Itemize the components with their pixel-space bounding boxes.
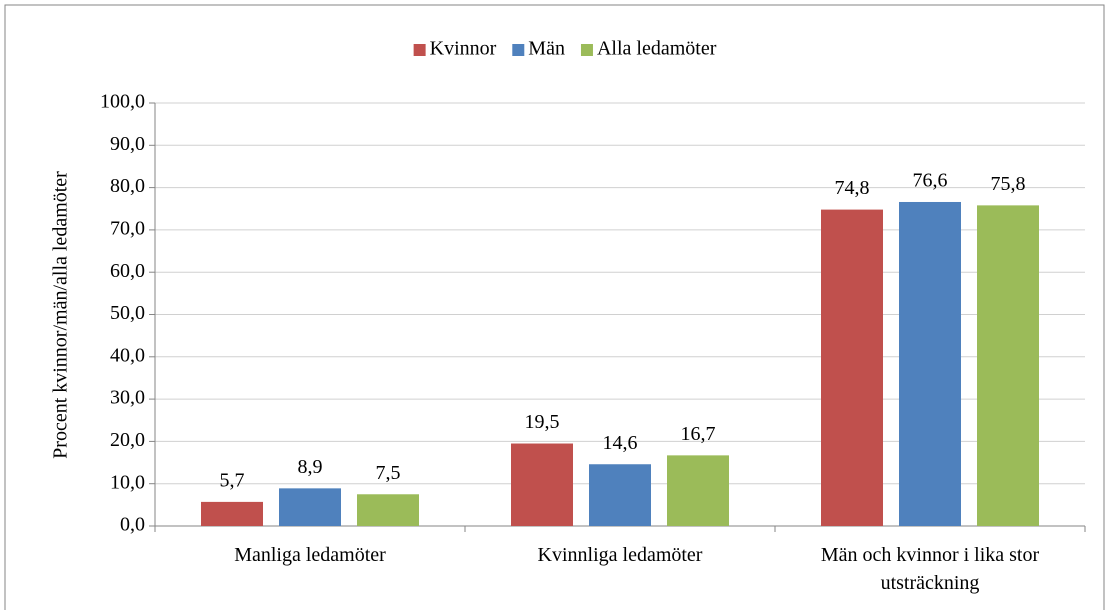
data-label: 7,5 bbox=[376, 462, 401, 484]
bar bbox=[511, 443, 573, 526]
bar bbox=[201, 501, 263, 526]
y-tick-label: 100,0 bbox=[100, 91, 145, 113]
data-label: 14,6 bbox=[603, 432, 638, 454]
x-tick-label: Kvinnliga ledamöter bbox=[538, 544, 703, 566]
y-tick-label: 90,0 bbox=[110, 133, 145, 155]
bar bbox=[279, 488, 341, 526]
y-tick-label: 30,0 bbox=[110, 387, 145, 409]
y-tick-label: 20,0 bbox=[110, 429, 145, 451]
legend-label: Alla ledamöter bbox=[597, 38, 717, 60]
data-label: 74,8 bbox=[835, 177, 870, 199]
legend-swatch bbox=[512, 44, 525, 56]
bar bbox=[977, 205, 1039, 526]
legend-swatch bbox=[413, 44, 426, 56]
y-tick-label: 40,0 bbox=[110, 344, 145, 366]
bar bbox=[899, 201, 961, 526]
legend-swatch bbox=[580, 44, 593, 56]
y-axis-title: Procent kvinnor/män/alla ledamöter bbox=[50, 171, 72, 459]
data-label: 75,8 bbox=[991, 173, 1026, 195]
bar bbox=[589, 464, 651, 526]
x-tick-label: Män och kvinnor i lika stor utsträckning bbox=[821, 544, 1040, 594]
bar bbox=[357, 494, 419, 526]
x-tick-label: Manliga ledamöter bbox=[234, 544, 386, 566]
y-tick-label: 80,0 bbox=[110, 175, 145, 197]
data-label: 8,9 bbox=[298, 456, 323, 478]
legend-label: Kvinnor bbox=[430, 38, 497, 60]
data-label: 76,6 bbox=[913, 170, 948, 192]
data-label: 16,7 bbox=[681, 423, 716, 445]
y-tick-label: 60,0 bbox=[110, 260, 145, 282]
data-label: 19,5 bbox=[525, 411, 560, 433]
bar bbox=[821, 209, 883, 526]
y-tick-label: 50,0 bbox=[110, 302, 145, 324]
data-label: 5,7 bbox=[220, 469, 245, 491]
y-tick-label: 0,0 bbox=[120, 514, 145, 536]
bar bbox=[667, 455, 729, 526]
y-tick-label: 10,0 bbox=[110, 471, 145, 493]
legend-label: Män bbox=[528, 38, 565, 60]
y-tick-label: 70,0 bbox=[110, 217, 145, 239]
